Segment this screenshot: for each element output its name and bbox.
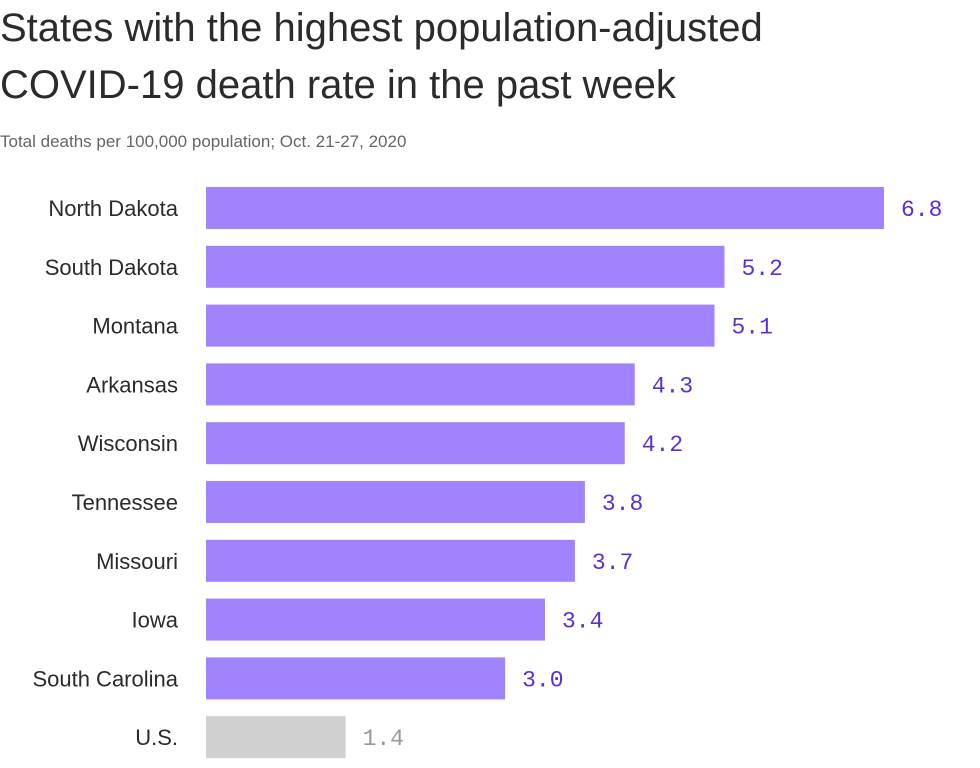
category-label-south-carolina: South Carolina <box>32 666 178 691</box>
bar-tennessee <box>206 481 585 523</box>
chart-subtitle: Total deaths per 100,000 population; Oct… <box>0 132 407 151</box>
value-label-south-carolina: 3.0 <box>522 667 563 693</box>
bar-wisconsin <box>206 422 625 465</box>
bar-missouri <box>206 539 575 582</box>
value-label-iowa: 3.4 <box>562 609 603 635</box>
value-label-wisconsin: 4.2 <box>642 432 683 458</box>
category-label-iowa: Iowa <box>132 608 179 633</box>
bar-south-dakota <box>206 245 725 288</box>
category-label-missouri: Missouri <box>96 549 178 574</box>
bar-arkansas <box>206 363 635 406</box>
value-label-north-dakota: 6.8 <box>901 197 942 223</box>
value-label-u-s: 1.4 <box>363 726 404 752</box>
value-label-south-dakota: 5.2 <box>741 256 782 282</box>
category-label-south-dakota: South Dakota <box>45 255 179 280</box>
bar-montana <box>206 304 715 347</box>
bar-u-s <box>206 716 346 759</box>
bar-north-dakota <box>206 187 884 229</box>
category-label-wisconsin: Wisconsin <box>78 431 178 456</box>
value-label-arkansas: 4.3 <box>652 373 693 399</box>
bar-south-carolina <box>206 657 506 700</box>
category-label-arkansas: Arkansas <box>86 372 178 397</box>
chart-title-line-2: COVID-19 death rate in the past week <box>0 63 676 107</box>
value-label-missouri: 3.7 <box>592 550 633 576</box>
value-label-montana: 5.1 <box>732 315 773 341</box>
category-label-north-dakota: North Dakota <box>48 196 178 221</box>
bar-iowa <box>206 598 545 641</box>
chart-title: States with the highest population-adjus… <box>0 0 960 114</box>
chart-title-line-1: States with the highest population-adjus… <box>0 6 763 50</box>
bar-chart: North Dakota 6.8 South Dakota 5.2 Montana 5.1… <box>32 187 942 759</box>
category-label-u-s: U.S. <box>135 725 178 750</box>
value-label-tennessee: 3.8 <box>602 491 643 517</box>
category-label-tennessee: Tennessee <box>72 490 178 515</box>
category-label-montana: Montana <box>92 314 178 339</box>
